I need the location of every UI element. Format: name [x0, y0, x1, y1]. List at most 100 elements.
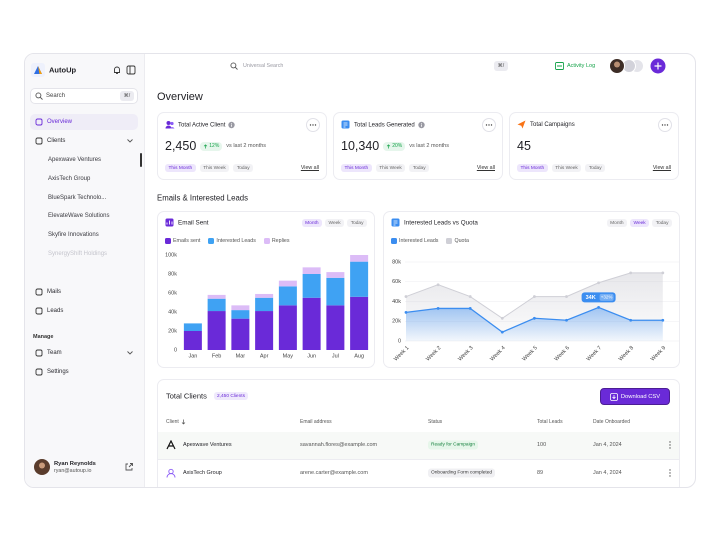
add-button-part	[654, 62, 662, 70]
nav-item[interactable]: Clients	[47, 138, 66, 144]
tab[interactable]: Week	[630, 219, 650, 227]
tab[interactable]: This Month	[517, 164, 548, 172]
tab[interactable]: Week	[325, 219, 345, 227]
point	[597, 306, 600, 309]
nav-subitem[interactable]: AxisTech Group	[48, 175, 91, 182]
client-logo-part	[166, 473, 176, 478]
user-email: ryan@autoup.io	[54, 468, 92, 474]
column-header: Email address	[300, 419, 332, 425]
more-button[interactable]	[306, 118, 320, 132]
bar-segment	[326, 305, 345, 350]
more-button-part	[488, 124, 490, 126]
x-tick-label: Apr	[260, 353, 269, 359]
nav-subitem[interactable]: SynergyShift Holdings	[48, 251, 108, 257]
point	[436, 307, 440, 310]
row-divider	[158, 487, 679, 488]
row-menu[interactable]	[668, 441, 672, 449]
search-icon-part	[234, 66, 238, 70]
nav-subitem[interactable]: Skyfire Innovations	[48, 232, 99, 239]
nav-item[interactable]: Team	[47, 350, 62, 356]
info-icon-part	[231, 122, 233, 124]
bar-segment	[326, 277, 345, 306]
bell[interactable]	[112, 65, 122, 75]
more-button-part	[314, 124, 317, 126]
sidebar-search[interactable]	[30, 88, 138, 104]
more-button[interactable]	[482, 118, 496, 132]
stat-icon-part	[343, 122, 348, 128]
tab[interactable]: Today	[409, 164, 430, 172]
add-button[interactable]	[650, 58, 666, 74]
panel-toggle[interactable]	[126, 65, 136, 75]
row-menu-part	[669, 475, 671, 477]
view-all[interactable]: View all	[476, 165, 495, 171]
bar-segment	[231, 305, 250, 311]
nav-item[interactable]: Overview	[47, 119, 73, 125]
nav-item[interactable]: Mails	[47, 289, 62, 295]
more-button-part	[661, 124, 664, 126]
global-search[interactable]: Universal Search	[243, 63, 284, 69]
legend-label: Replies	[271, 238, 290, 244]
stat-title-row: Total Active Client	[178, 121, 236, 129]
tab[interactable]: Today	[233, 164, 254, 172]
cell: Jan 4, 2024	[593, 470, 622, 476]
tabs: This Month This Week Today	[517, 164, 606, 172]
nav-subitem[interactable]: BlueSpark Technolo...	[48, 194, 107, 201]
nav-subitem[interactable]: ElevateWave Solutions	[48, 213, 110, 220]
avatars-part	[614, 61, 620, 68]
nav-icon	[35, 349, 43, 357]
tab[interactable]: Today	[585, 164, 606, 172]
chevron[interactable]	[126, 350, 134, 356]
client-logo	[166, 440, 176, 450]
point	[629, 318, 633, 322]
download-button[interactable]: Download CSV	[600, 388, 670, 405]
view-all[interactable]: View all	[652, 165, 671, 171]
nav-item[interactable]: Leads	[47, 308, 64, 314]
point	[500, 316, 504, 320]
legend-label: Quota	[454, 238, 469, 244]
tab[interactable]: This Week	[375, 164, 406, 172]
x-tick-label: May	[283, 353, 294, 359]
x-tick-label: Week 5	[521, 345, 538, 362]
legend-item: Interested Leads	[208, 238, 256, 244]
row-menu-part	[669, 447, 671, 449]
x-tick-label: Mar	[236, 353, 246, 359]
tab[interactable]: Today	[347, 219, 367, 227]
point	[629, 271, 633, 275]
y-tick-label: 20k	[168, 328, 177, 334]
x-tick-label: Week 8	[618, 345, 635, 362]
cell: 89	[537, 470, 544, 476]
nav-icon-part	[35, 137, 43, 145]
chart-icon	[165, 218, 174, 227]
tab[interactable]: Month	[301, 219, 322, 227]
bar-segment	[207, 298, 226, 312]
more-button-part	[485, 124, 488, 126]
point	[533, 316, 536, 320]
stat-icon-part	[170, 127, 175, 129]
view-all[interactable]: View all	[300, 165, 319, 171]
tab[interactable]: This Month	[165, 164, 196, 172]
avatar-part	[39, 462, 45, 469]
comparison: vs last 2 months	[226, 143, 267, 149]
legend-label: Interested Leads	[399, 238, 439, 244]
bar-segment	[350, 296, 369, 350]
more-button-part	[490, 124, 493, 126]
nav-subitem[interactable]: Apexwave Ventures	[48, 157, 102, 163]
logo	[31, 63, 45, 77]
chevron[interactable]	[126, 138, 134, 144]
tab[interactable]: This Week	[199, 164, 230, 172]
stat-icon-part	[165, 125, 172, 129]
more-button[interactable]	[658, 118, 672, 132]
nav-item[interactable]: Settings	[47, 369, 69, 375]
tab[interactable]: Today	[652, 219, 672, 227]
cell: Jan 4, 2024	[593, 442, 622, 448]
user-name: Ryan Reynolds	[54, 461, 96, 467]
legend-swatch	[391, 238, 397, 244]
logout[interactable]	[124, 462, 134, 472]
shortcut: ⌘/	[120, 91, 134, 101]
chart-icon-part	[391, 218, 400, 227]
tab[interactable]: This Month	[341, 164, 372, 172]
tab[interactable]: Month	[606, 219, 627, 227]
tab[interactable]: This Week	[551, 164, 582, 172]
activity-log[interactable]: Activity Log	[567, 63, 596, 69]
row-menu[interactable]	[668, 469, 672, 477]
